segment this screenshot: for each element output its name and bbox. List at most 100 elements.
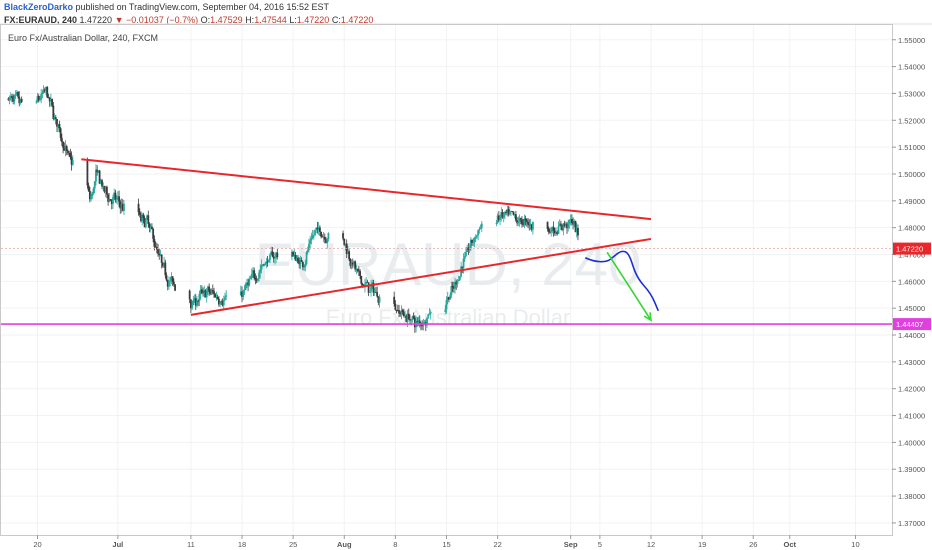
candle-body (219, 303, 221, 305)
candle-body (205, 291, 208, 298)
y-tick-label: 1.40000 (898, 438, 925, 447)
candle-body (460, 266, 463, 277)
candle-body (365, 281, 368, 284)
candle-body (58, 123, 61, 129)
candle-body (361, 283, 364, 285)
candle-body (158, 253, 161, 256)
drawings[interactable] (1, 158, 892, 325)
candle-body (148, 224, 151, 229)
candle-body (400, 310, 403, 314)
candle-body (200, 289, 203, 293)
candle-body (480, 223, 483, 228)
candle-body (112, 197, 114, 204)
candle-body (107, 194, 110, 202)
candle-body (473, 238, 476, 243)
candle-body (401, 310, 404, 313)
candle-body (41, 92, 44, 95)
candle-body (247, 282, 249, 286)
candle-body (353, 261, 355, 265)
price-axis[interactable]: 1.55000 1.54000 1.53000 1.52000 1.51000 1.500… (892, 36, 925, 528)
high-value: 1.47544 (254, 15, 287, 25)
candle-body (561, 224, 564, 231)
candle-body (114, 192, 117, 200)
candle-body (457, 279, 460, 281)
candle-body (469, 239, 472, 249)
candle-body (479, 227, 482, 230)
watermark-name: Euro Fx/Australian Dollar (326, 305, 571, 330)
candle-body (454, 281, 456, 289)
candle-body (7, 98, 10, 100)
candle-body (295, 257, 298, 261)
candle-body (276, 252, 279, 257)
candle-body (210, 290, 213, 294)
candle-body (452, 287, 455, 289)
candle-body (56, 119, 58, 127)
low-label: L: (289, 15, 297, 25)
y-tick-label: 1.53000 (898, 89, 925, 98)
candle-body (556, 231, 559, 234)
candle-body (519, 218, 522, 220)
x-tick-label: 19 (698, 540, 706, 549)
y-tick-label: 1.42000 (898, 385, 925, 394)
candle-body (259, 269, 262, 273)
candle-body (214, 294, 217, 298)
candle-body (551, 227, 554, 232)
candle-body (524, 218, 527, 221)
candle-body (521, 219, 523, 225)
candle-body (377, 296, 380, 303)
trendline-upper (81, 158, 652, 221)
candle-body (170, 276, 173, 281)
candle-body (445, 300, 448, 310)
time-axis[interactable]: 20 Jul 11 18 25 Aug 8 15 22 Sep 5 12 19 26 Oct 10 (33, 535, 860, 549)
candle-body (275, 252, 277, 258)
candle-body (467, 247, 470, 250)
candle-body (321, 236, 324, 238)
candle-body (499, 216, 501, 220)
candle-body (95, 169, 97, 182)
candle-body (304, 263, 307, 267)
candle-body (513, 214, 516, 216)
projection-green-arrow (606, 251, 652, 321)
candle-body (267, 259, 270, 263)
candle-body (309, 240, 312, 244)
candle-body (14, 94, 17, 96)
candle-body (216, 296, 219, 299)
candle-body (253, 270, 256, 278)
candle-body (367, 282, 370, 293)
publish-header: BlackZeroDarko published on TradingView.… (4, 1, 329, 13)
candle-body (517, 221, 520, 224)
candle-body (407, 313, 410, 320)
candle-body (357, 270, 360, 272)
x-tick-label: 20 (33, 540, 41, 549)
candle-body (164, 262, 167, 276)
x-tick-label: 22 (493, 540, 501, 549)
candle-body (123, 203, 125, 211)
candle-body (523, 218, 526, 225)
candle-body (456, 280, 459, 285)
candle-body (36, 96, 39, 102)
candle-body (245, 282, 248, 285)
candle-body (413, 317, 416, 328)
candle-body (344, 243, 347, 245)
candle-body (322, 236, 325, 238)
candle-body (300, 259, 303, 262)
candle-body (370, 285, 372, 292)
candle-body (510, 211, 512, 212)
y-tick-label: 1.37000 (898, 519, 925, 528)
candle-body (52, 105, 55, 120)
candle-body (261, 264, 264, 266)
candle-body (547, 228, 550, 232)
candle-body (496, 215, 499, 223)
candle-body (354, 261, 357, 270)
x-tick-label: Jul (112, 540, 123, 549)
candle-body (427, 314, 430, 318)
candle-body (155, 247, 158, 250)
candle-body (349, 259, 352, 266)
candle-body (273, 257, 276, 259)
candle-body (161, 262, 164, 267)
x-tick-label: Oct (783, 540, 796, 549)
author-link[interactable]: BlackZeroDarko (4, 2, 74, 12)
candle-body (256, 278, 259, 281)
candle-body (327, 233, 330, 240)
